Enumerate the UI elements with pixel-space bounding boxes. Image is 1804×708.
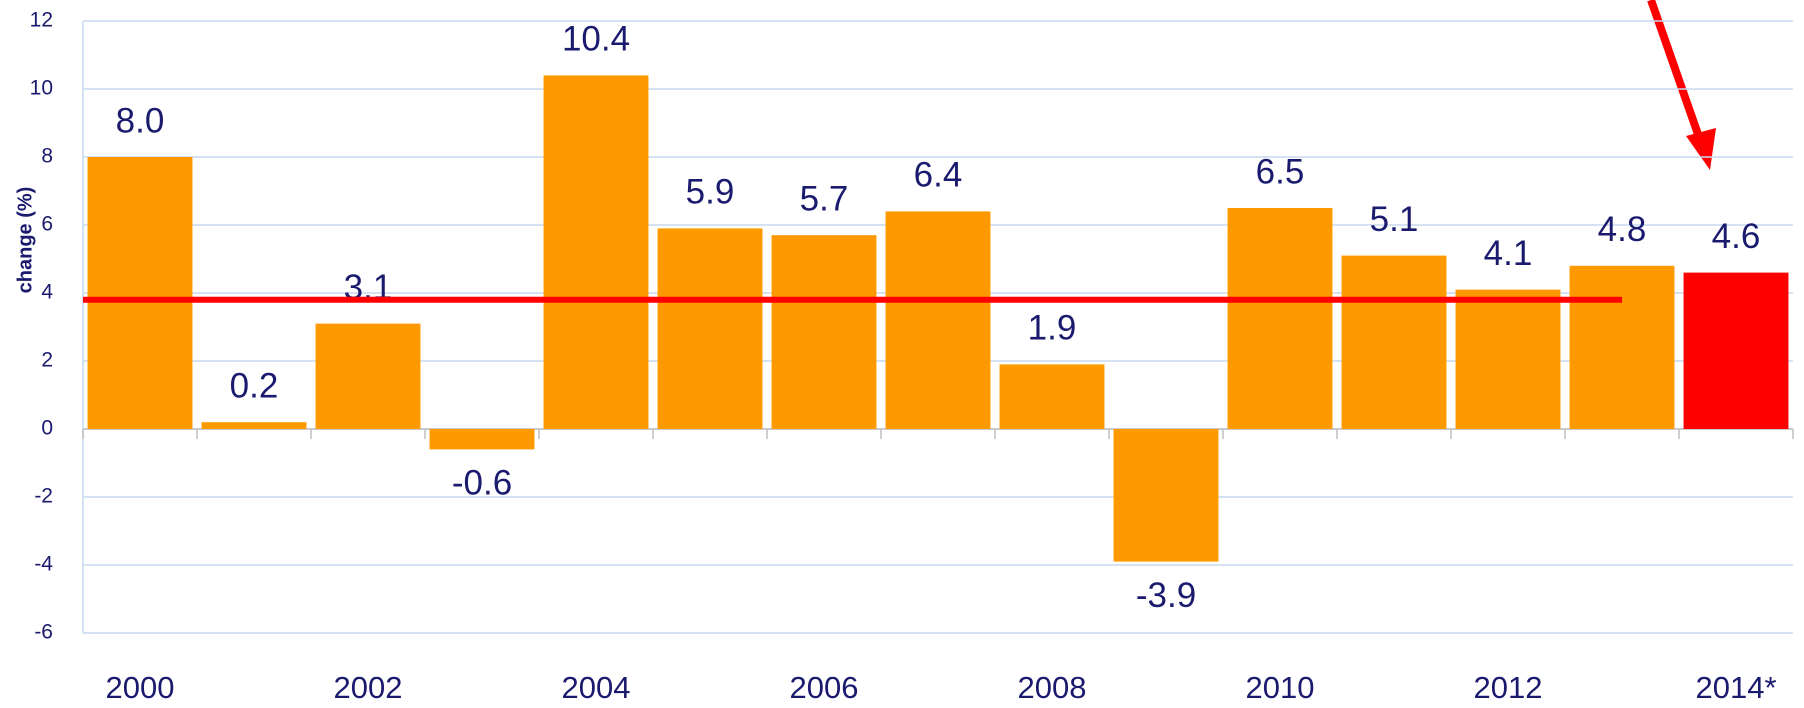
x-tick-label: 2004 (562, 670, 631, 705)
x-tick-label: 2006 (790, 670, 859, 705)
data-label: 0.2 (230, 366, 279, 405)
data-label: 4.1 (1484, 234, 1533, 273)
bar (999, 364, 1105, 429)
y-tick-label: 6 (41, 213, 53, 236)
data-label: 8.0 (116, 101, 165, 140)
data-label: 1.9 (1028, 309, 1077, 348)
bar (1341, 255, 1447, 429)
highlight-arrow (1647, 0, 1716, 170)
data-label: 5.7 (800, 179, 849, 218)
data-label: 4.6 (1712, 217, 1761, 256)
bar (1113, 429, 1219, 562)
x-tick-label: 2010 (1246, 670, 1315, 705)
bar (315, 323, 421, 429)
y-tick-label: 12 (30, 9, 53, 32)
y-tick-label: 8 (41, 145, 53, 168)
arrow-shaft (1647, 0, 1704, 142)
x-tick-label: 2014* (1695, 670, 1776, 705)
data-label: 5.1 (1370, 200, 1419, 239)
bar (543, 75, 649, 430)
bar (771, 235, 877, 429)
x-tick-label: 2012 (1474, 670, 1543, 705)
x-tick-label: 2008 (1018, 670, 1087, 705)
y-tick-label: -6 (34, 621, 53, 644)
y-tick-label: -2 (34, 485, 53, 508)
data-label: 6.4 (914, 156, 963, 195)
x-tick-label: 2002 (334, 670, 403, 705)
y-tick-label: 2 (41, 349, 53, 372)
data-label: -3.9 (1136, 576, 1196, 615)
y-tick-label: 0 (41, 417, 53, 440)
bar (885, 211, 991, 429)
bar (657, 228, 763, 429)
x-tick-label: 2000 (106, 670, 175, 705)
arrow-head (1686, 128, 1716, 170)
bar (1455, 289, 1561, 429)
y-tick-label: -4 (34, 553, 53, 576)
data-label: 4.8 (1598, 210, 1647, 249)
data-label: -0.6 (452, 464, 512, 503)
data-label: 10.4 (562, 20, 630, 59)
bar (1683, 272, 1789, 429)
bar (1227, 208, 1333, 429)
bar (87, 157, 193, 429)
data-label: 5.9 (686, 173, 735, 212)
bar (1569, 265, 1675, 429)
y-tick-label: 10 (30, 77, 53, 100)
bar (201, 422, 307, 429)
data-label: 6.5 (1256, 152, 1305, 191)
bar (429, 429, 535, 450)
y-axis-label: change (%) (14, 187, 36, 294)
y-tick-label: 4 (41, 281, 53, 304)
